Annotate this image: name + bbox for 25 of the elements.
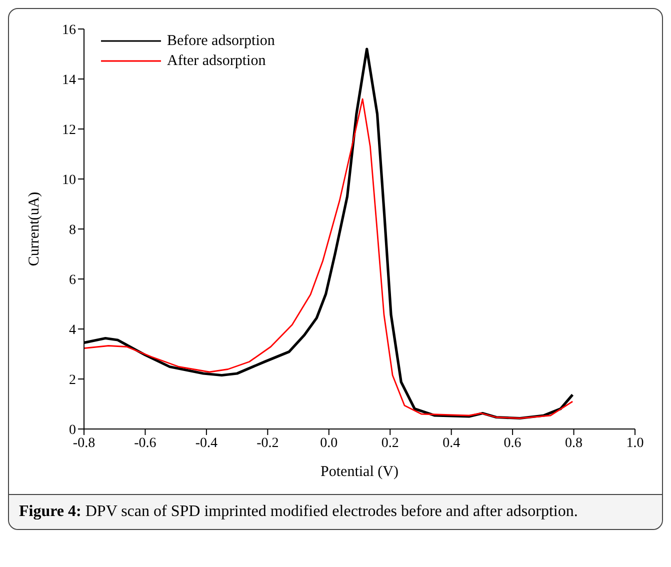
x-tick-label: 0.6 xyxy=(504,436,522,451)
x-tick-label: -0.2 xyxy=(256,436,279,451)
y-tick-label: 6 xyxy=(69,272,76,288)
x-tick-label: -0.4 xyxy=(195,436,218,451)
y-tick-label: 2 xyxy=(69,372,76,388)
x-tick-label: -0.8 xyxy=(72,436,96,451)
y-tick-label: 4 xyxy=(69,322,76,338)
x-axis-title: Potential (V) xyxy=(320,464,398,480)
x-tick-label: 1.0 xyxy=(626,436,644,451)
x-tick-label: 0.0 xyxy=(320,436,338,451)
y-tick-label: 0 xyxy=(69,422,76,438)
text: DPV scan of SPD imprinted modified electrodes before and after adsorption. xyxy=(85,503,578,520)
y-tick-label: 14 xyxy=(62,72,76,88)
y-tick-label: 12 xyxy=(62,122,76,138)
x-tick-label: -0.6 xyxy=(134,436,156,451)
y-tick-label: 10 xyxy=(62,172,76,188)
x-tick-label: 0.8 xyxy=(565,436,583,451)
y-tick-label: 8 xyxy=(69,222,76,238)
legend-label: After adsorption xyxy=(167,52,266,71)
x-tick-label: 0.2 xyxy=(381,436,399,451)
y-axis-title: Current(uA) xyxy=(26,192,42,266)
y-tick-label: 16 xyxy=(62,22,76,38)
legend-label: Before adsorption xyxy=(167,32,275,51)
x-tick-label: 0.4 xyxy=(442,436,460,451)
caption: Figure 4: xyxy=(19,503,82,520)
